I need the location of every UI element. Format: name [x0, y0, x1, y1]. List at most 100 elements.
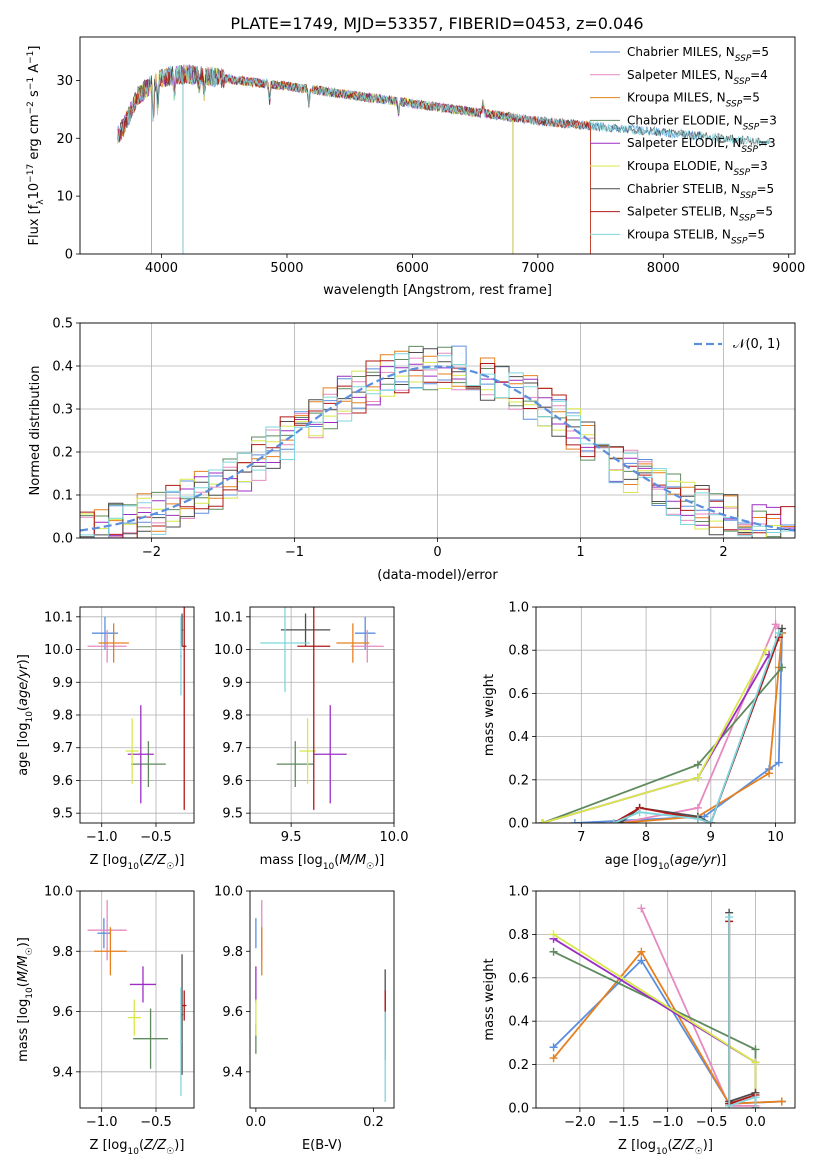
y-tick-label: 9.4 [222, 1065, 243, 1080]
weight-marker [725, 913, 734, 922]
legend-label: Salpeter ELODIE, NSSP=3 [627, 136, 776, 155]
weight-marker [774, 758, 783, 767]
weight-line [728, 917, 757, 1108]
y-tick-label: 0.5 [52, 317, 73, 332]
mass_vs_Z-panel: −1.0 −0.5 9.4 9.6 9.8 10.0 Z [log10(Z/Z☉)] mass… [16, 885, 195, 1157]
x-tick-label: −1.0 [86, 1115, 118, 1130]
x-tick-label: 7000 [521, 261, 554, 276]
y-axis-label: mass weight [482, 958, 497, 1040]
y-tick-label: 0.4 [52, 360, 73, 375]
y-tick-label: 10.1 [44, 610, 73, 625]
age_vs_Z-panel: −1.0 −0.5 9.5 9.6 9.7 9.8 9.9 10.0 10.1 Z [log10(… [16, 606, 195, 872]
x-tick-label: 0 [433, 545, 441, 560]
y-tick-label: 9.6 [222, 774, 243, 789]
x-tick-label: 1 [576, 545, 584, 560]
x-axis-label: Z [log10(Z/Z☉)] [90, 853, 185, 872]
y-tick-label: 9.7 [222, 741, 243, 756]
legend-label: Chabrier MILES, NSSP=5 [627, 45, 769, 64]
y-tick-label: 0.1 [52, 489, 73, 504]
weight-marker [635, 808, 644, 817]
x-axis-label: (data-model)/error [377, 568, 498, 583]
x-tick-label: 8000 [647, 261, 680, 276]
axes-frame [535, 890, 796, 1109]
y-tick-label: 9.8 [52, 945, 73, 960]
weight-marker [751, 1104, 760, 1108]
x-axis-label: Z [log10(Z/Z☉)] [618, 1138, 713, 1157]
error-bars [87, 900, 187, 1096]
weight-marker [637, 904, 646, 913]
weight-marker [549, 1054, 558, 1063]
weight-marker [751, 1093, 760, 1102]
y-tick-label: 9.9 [222, 676, 243, 691]
x-tick-label: 2 [719, 545, 727, 560]
weight-marker [778, 663, 787, 672]
weight-line [620, 622, 780, 823]
y-tick-label: 9.9 [52, 676, 73, 691]
axes-frame [79, 890, 195, 1109]
weight-marker [549, 1043, 558, 1052]
massweight_vs_age-panel: 7 8 9 10 0.0 0.2 0.4 0.6 0.8 1.0 age [log10(age/yr… [482, 601, 796, 872]
y-tick-label: 0.8 [508, 644, 529, 659]
x-tick-label: −1.0 [86, 830, 118, 845]
y-tick-label: 10.0 [44, 885, 73, 900]
x-tick-label: −2.0 [564, 1115, 596, 1130]
y-tick-label: 0.6 [508, 971, 529, 986]
spectrum-panel: 4000 5000 6000 7000 8000 9000 0 10 20 30 wavelengt… [26, 36, 805, 298]
x-tick-label: 4000 [145, 261, 178, 276]
weight-line [542, 654, 770, 823]
y-tick-label: 10.0 [44, 643, 73, 658]
legend-label: Kroupa STELIB, NSSP=5 [627, 227, 765, 246]
y-tick-label: 0.0 [508, 1102, 529, 1117]
weight-line [574, 632, 783, 823]
weight-marker [637, 956, 646, 965]
x-axis-label: wavelength [Angstrom, rest frame] [323, 283, 552, 298]
x-tick-label: 10 [767, 830, 784, 845]
mass_vs_EBV-panel: 0.0 0.2 9.4 9.6 9.8 10.0 E(B-V) [214, 885, 395, 1153]
x-tick-label: 5000 [270, 261, 303, 276]
y-axis-label: Flux [fλ10−17 erg cm−2 s−1 A−1] [26, 46, 46, 246]
histogram-step [80, 353, 795, 538]
weight-marker [549, 947, 558, 956]
y-tick-label: 9.8 [222, 709, 243, 724]
axes-frame [249, 606, 395, 824]
x-tick-label: 8 [642, 830, 650, 845]
y-tick-label: 0.4 [508, 1015, 529, 1030]
weight-line [728, 921, 757, 1108]
y-tick-label: 0 [65, 248, 73, 263]
y-tick-label: 9.4 [52, 1065, 73, 1080]
y-tick-label: 30 [56, 74, 73, 89]
legend-label: Salpeter MILES, NSSP=4 [627, 68, 768, 87]
x-tick-label: −1.0 [652, 1115, 684, 1130]
weight-lines [549, 904, 786, 1108]
y-tick-label: 10 [56, 190, 73, 205]
massweight_vs_Z-panel: −2.0 −1.5 −1.0 −0.5 0.0 0.0 0.2 0.4 0.6 0.8 1.0 Z [… [482, 885, 796, 1157]
weight-marker [609, 819, 618, 823]
x-tick-label: 9000 [772, 261, 805, 276]
axes-frame [249, 890, 395, 1109]
gaussian-curve [80, 365, 795, 532]
spectrum-line [117, 64, 514, 254]
x-tick-label: −1.5 [608, 1115, 640, 1130]
y-tick-label: 9.6 [52, 1005, 73, 1020]
axes-frame [79, 36, 796, 255]
weight-marker [777, 1097, 786, 1106]
y-axis-label: mass weight [482, 674, 497, 756]
x-tick-label: 0.0 [745, 1115, 766, 1130]
weight-line [728, 912, 757, 1108]
weight-marker [693, 760, 702, 769]
weight-line [640, 908, 756, 1107]
legend-label: 𝒩(0, 1) [733, 337, 780, 352]
weight-marker [570, 819, 579, 823]
weight-marker [771, 620, 780, 629]
age_vs_mass-panel: 9.5 10.0 9.5 9.6 9.7 9.8 9.9 10.0 10.1 mass [log1… [214, 606, 408, 872]
y-tick-label: 0.2 [508, 1058, 529, 1073]
histogram-step [80, 360, 795, 538]
x-axis-label: mass [log10(M/M☉)] [260, 853, 385, 872]
weight-lines [538, 620, 787, 823]
weight-marker [549, 930, 558, 939]
y-axis-label: mass [log10(M/M☉)] [16, 937, 35, 1062]
y-tick-label: 9.6 [52, 774, 73, 789]
x-axis-label: E(B-V) [302, 1138, 342, 1153]
histograms [80, 345, 795, 538]
